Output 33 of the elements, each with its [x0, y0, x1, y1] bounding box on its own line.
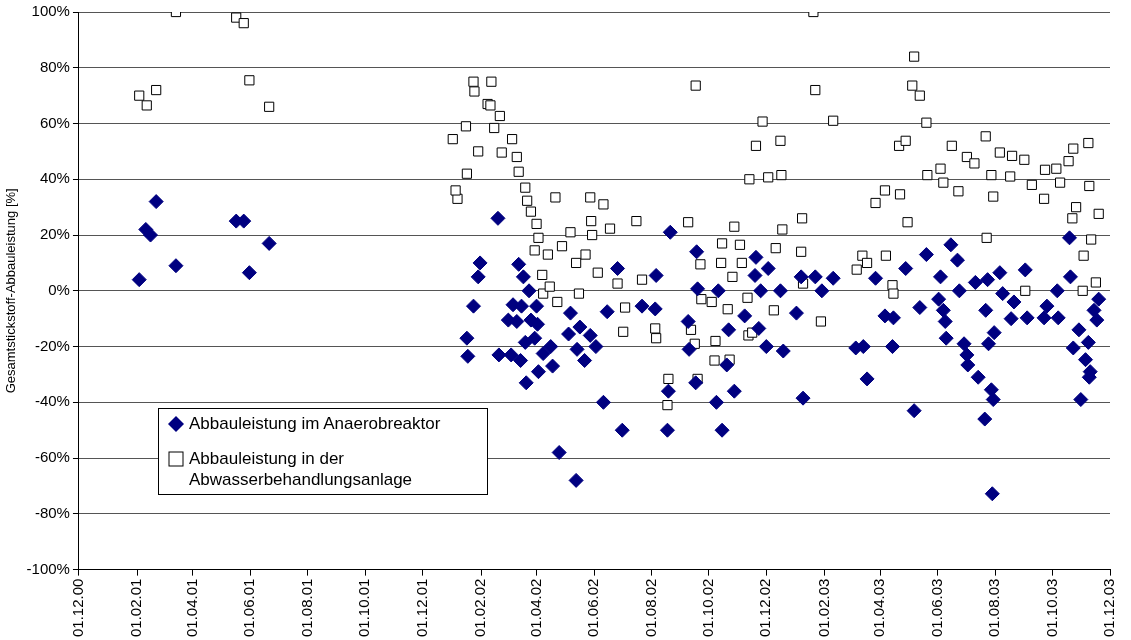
- x-tick-label: 01.06.03: [927, 578, 945, 637]
- x-tick-label: 01.12.02: [756, 578, 774, 637]
- y-tick-label: 80%: [39, 57, 70, 75]
- x-tick-label: 01.02.02: [471, 578, 489, 637]
- y-tick-label: -80%: [34, 503, 70, 521]
- x-tick-label: 01.10.02: [699, 578, 717, 637]
- y-axis-title: Gesamtstickstoff-Abbauleistung [%]: [3, 188, 19, 394]
- x-tick-label: 01.08.01: [297, 578, 315, 637]
- legend-label: Abbauleistung in der Abwasserbehandlungsanlage: [189, 448, 414, 490]
- y-tick-label: 20%: [39, 225, 70, 243]
- x-tick-label: 01.10.03: [1042, 578, 1060, 637]
- x-tick-label: 01.08.02: [641, 578, 659, 637]
- y-tick-label: 40%: [39, 169, 70, 187]
- x-tick-label: 01.08.03: [985, 578, 1003, 637]
- x-tick-label: 01.04.03: [870, 578, 888, 637]
- x-tick-label: 01.12.03: [1100, 578, 1118, 637]
- x-tick-label: 01.02.01: [127, 578, 145, 637]
- x-tick-label: 01.10.01: [355, 578, 373, 637]
- y-tick-label: 100%: [31, 2, 70, 20]
- y-tick-label: 60%: [39, 113, 70, 131]
- y-tick-label: -60%: [34, 448, 70, 466]
- x-tick-label: 01.12.00: [69, 578, 87, 637]
- x-tick-label: 01.06.01: [240, 578, 258, 637]
- x-tick-label: 01.12.01: [412, 578, 430, 637]
- y-tick-label: -20%: [34, 336, 70, 354]
- y-tick-label: 0%: [48, 280, 70, 298]
- y-tick-label: -100%: [26, 559, 70, 577]
- y-tick-label: -40%: [34, 392, 70, 410]
- x-tick-label: 01.04.01: [183, 578, 201, 637]
- x-tick-label: 01.02.03: [814, 578, 832, 637]
- legend-label: Abbauleistung im Anaerobreaktor: [189, 413, 441, 434]
- x-tick-label: 01.06.02: [584, 578, 602, 637]
- x-tick-label: 01.04.02: [526, 578, 544, 637]
